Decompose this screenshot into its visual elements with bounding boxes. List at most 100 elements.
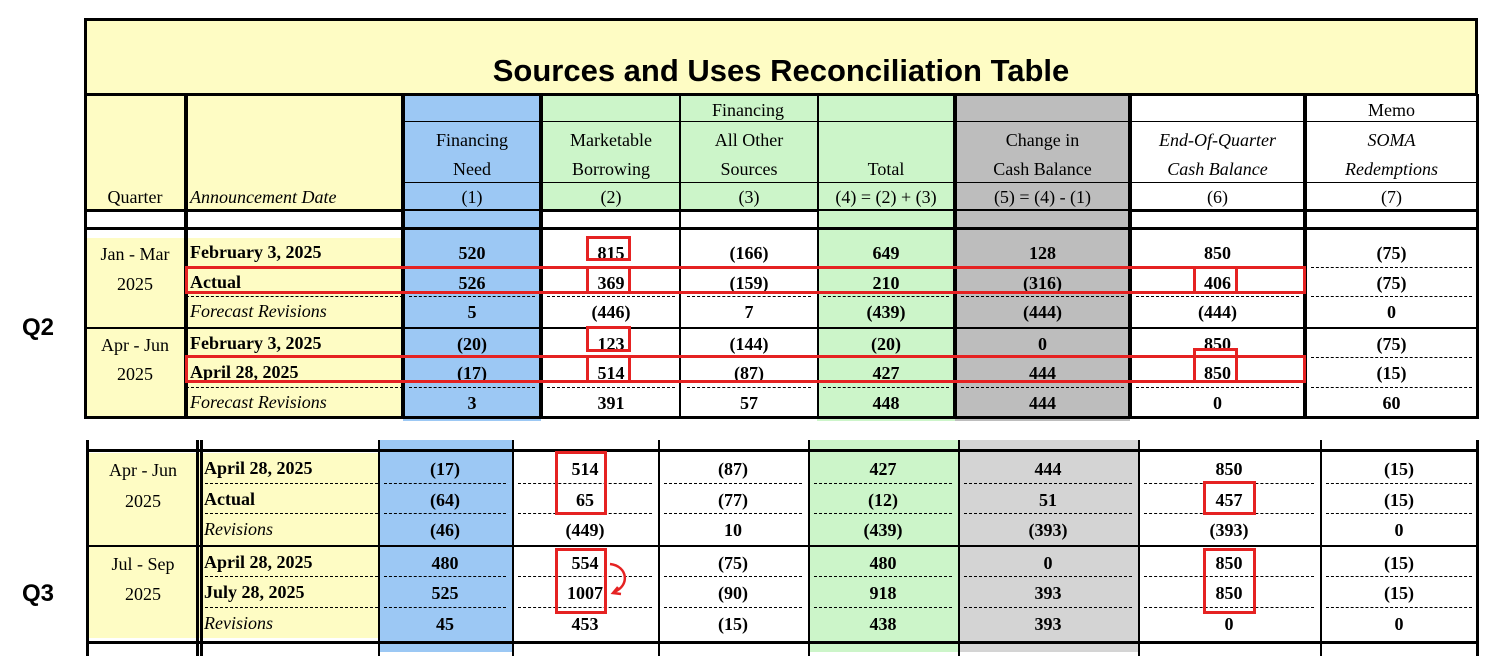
row-label: July 28, 2025 bbox=[200, 577, 378, 608]
value-cell: 427 bbox=[823, 358, 949, 388]
row-label: Forecast Revisions bbox=[190, 391, 327, 412]
col7-header-line: (7) bbox=[1381, 187, 1402, 207]
value-cell: (449) bbox=[565, 520, 605, 540]
col3-header-line: Sources bbox=[720, 159, 778, 179]
quarter-header: Quarter bbox=[107, 187, 163, 207]
col6-header-line: Cash Balance bbox=[1167, 159, 1268, 179]
value-cell: (15) bbox=[1326, 453, 1472, 484]
value-cell: 444 bbox=[1029, 392, 1056, 413]
rule-line bbox=[86, 449, 1478, 452]
col1-header-line: Need bbox=[453, 159, 491, 179]
rule-line bbox=[184, 94, 186, 211]
quarter-year: 2025 bbox=[125, 584, 161, 604]
value-cell: (77) bbox=[664, 484, 802, 514]
value-cell: 51 bbox=[964, 484, 1132, 514]
rule-line bbox=[1476, 94, 1479, 211]
value-cell: 3 bbox=[467, 392, 477, 413]
value-cell: 210 bbox=[823, 268, 949, 297]
value-cell: 444 bbox=[964, 453, 1132, 484]
value-cell: (17) bbox=[384, 453, 506, 484]
col6-header-line: (6) bbox=[1207, 187, 1228, 207]
value-cell: (15) bbox=[1326, 547, 1472, 577]
value-cell: 850 bbox=[1144, 453, 1314, 484]
value-cell: 520 bbox=[409, 238, 535, 268]
rule-line bbox=[539, 211, 541, 419]
value-cell: 918 bbox=[814, 577, 952, 608]
value-cell: 7 bbox=[744, 302, 754, 322]
value-cell: (144) bbox=[687, 329, 811, 358]
rule-line bbox=[403, 182, 1478, 183]
rule-line bbox=[403, 121, 541, 122]
value-cell: (75) bbox=[664, 547, 802, 577]
rule-line bbox=[808, 440, 810, 656]
value-cell: 444 bbox=[961, 358, 1124, 388]
col1-header-line: Financing bbox=[436, 130, 508, 150]
rule-line bbox=[401, 94, 403, 211]
value-cell: (75) bbox=[1311, 268, 1472, 297]
col7-header-line: Redemptions bbox=[1345, 159, 1438, 179]
row-label: Forecast Revisions bbox=[190, 301, 327, 321]
col1-header-line: (1) bbox=[461, 187, 483, 207]
rule-line bbox=[1130, 94, 1132, 211]
value-cell: (15) bbox=[1326, 484, 1472, 514]
value-cell: (15) bbox=[718, 613, 748, 634]
col4-header-line: (4) = (2) + (3) bbox=[835, 187, 937, 207]
value-cell: (316) bbox=[961, 268, 1124, 297]
value-cell: (64) bbox=[384, 484, 506, 514]
highlight-row-april bbox=[185, 355, 1306, 383]
value-cell: 10 bbox=[724, 520, 742, 540]
rule-line bbox=[1320, 440, 1322, 656]
value-cell: (439) bbox=[866, 302, 906, 322]
value-cell: 526 bbox=[409, 268, 535, 297]
rule-line bbox=[953, 94, 955, 211]
value-cell: 406 bbox=[1136, 268, 1299, 297]
rule-line bbox=[84, 211, 87, 419]
rule-line bbox=[679, 94, 681, 211]
rule-line bbox=[955, 211, 957, 419]
table-title: Sources and Uses Reconciliation Table bbox=[492, 53, 1070, 88]
quarter-year: 2025 bbox=[117, 273, 153, 294]
rule-line bbox=[1476, 211, 1479, 419]
col6-header-line: End-Of-Quarter bbox=[1159, 130, 1276, 150]
value-cell: (439) bbox=[863, 520, 903, 540]
header-bg bbox=[541, 94, 955, 211]
rule-line bbox=[403, 211, 405, 419]
quarter-year: 2025 bbox=[117, 364, 153, 384]
value-cell: (87) bbox=[664, 453, 802, 484]
col4-header-line: Total bbox=[867, 159, 905, 179]
row-label: Revisions bbox=[204, 612, 273, 633]
rule-line bbox=[84, 326, 1478, 329]
value-cell: 391 bbox=[597, 392, 625, 413]
header-bg bbox=[84, 94, 403, 211]
rule-line bbox=[186, 94, 188, 211]
value-cell: 514 bbox=[547, 358, 675, 388]
value-cell: 0 bbox=[1387, 302, 1396, 322]
rule-line bbox=[679, 211, 681, 419]
q2-label: Q2 bbox=[22, 314, 55, 341]
rule-line bbox=[1128, 94, 1130, 211]
value-cell: 0 bbox=[1224, 613, 1234, 634]
col5-header-line: (5) = (4) - (1) bbox=[993, 187, 1092, 207]
rule-line bbox=[200, 440, 203, 656]
highlight-row-actual bbox=[185, 266, 1306, 294]
highlight-box bbox=[1193, 266, 1238, 294]
value-cell: 0 bbox=[1394, 520, 1404, 540]
value-cell: 1007 bbox=[518, 577, 652, 608]
value-cell: (75) bbox=[1311, 329, 1472, 358]
value-cell: (15) bbox=[1326, 577, 1472, 608]
row-label: April 28, 2025 bbox=[200, 547, 378, 577]
value-cell: (393) bbox=[1028, 520, 1068, 540]
value-cell: (12) bbox=[814, 484, 952, 514]
rule-line bbox=[658, 440, 660, 656]
quarter-label: Jul - Sep bbox=[111, 553, 175, 574]
quarter-label: Jan - Mar bbox=[100, 244, 170, 264]
value-cell: 0 bbox=[961, 329, 1124, 358]
col5-header-line: Change in bbox=[1005, 130, 1080, 150]
rule-line bbox=[955, 121, 1478, 122]
value-cell: 369 bbox=[547, 268, 675, 297]
value-cell: 554 bbox=[518, 547, 652, 577]
rule-line bbox=[958, 440, 960, 656]
value-cell: 525 bbox=[384, 577, 506, 608]
q3-label: Q3 bbox=[22, 580, 55, 607]
highlight-box bbox=[555, 451, 607, 515]
